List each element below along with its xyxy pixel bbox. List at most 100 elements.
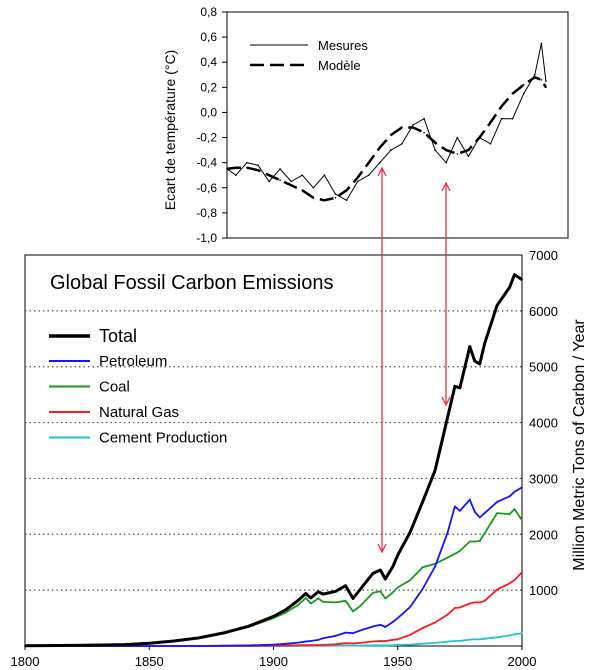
temperature-point <box>379 146 381 149</box>
emissions-y-tick-label: 1000 <box>529 583 558 598</box>
temperature-y-tick-label: -0,8 <box>196 206 217 220</box>
temperature-point <box>511 92 514 95</box>
emissions-point <box>513 633 516 636</box>
emissions-point <box>521 519 523 522</box>
emissions-point <box>454 505 456 508</box>
emissions-point <box>473 540 476 543</box>
temperature-point <box>545 86 547 89</box>
temperature-point <box>467 155 470 158</box>
arrow-1970s-head-up <box>441 181 451 192</box>
emissions-point <box>473 601 476 604</box>
temperature-y-tick-label: 0,2 <box>200 80 217 94</box>
emissions-point <box>483 532 486 535</box>
emissions-point <box>473 638 476 641</box>
emissions-point <box>446 640 449 643</box>
temperature-point <box>478 136 481 139</box>
temperature-y-tick-label: -0,4 <box>196 156 217 170</box>
emissions-point <box>379 623 382 626</box>
temperature-y-tick-label: 0,4 <box>200 55 217 69</box>
temperature-point <box>312 187 315 189</box>
emissions-point <box>478 363 481 365</box>
temperature-y-tick-label: 0,8 <box>200 5 217 19</box>
emissions-point <box>483 599 486 602</box>
temperature-point <box>534 74 536 76</box>
emissions-chart-title: Global Fossil Carbon Emissions <box>50 272 333 294</box>
temperature-point <box>334 197 337 199</box>
temperature-point <box>345 189 348 192</box>
emissions-point <box>508 582 511 585</box>
temperature-point <box>423 117 425 120</box>
emissions-point <box>372 625 374 628</box>
legend-label-cement-production: Cement Production <box>99 430 227 447</box>
temperature-point <box>401 143 403 145</box>
temperature-point <box>401 126 403 129</box>
emissions-point <box>478 540 481 542</box>
temperature-point <box>323 199 326 202</box>
emissions-point <box>513 273 516 276</box>
emissions-point <box>483 342 486 345</box>
emissions-x-tick-label: 1900 <box>259 654 288 669</box>
emissions-y-tick-label: 7000 <box>529 248 558 263</box>
emissions-point <box>521 486 523 489</box>
emissions-point <box>468 540 471 543</box>
emissions-point <box>396 617 399 619</box>
emissions-point <box>359 588 362 590</box>
emissions-point <box>483 512 486 514</box>
emissions-point <box>434 469 436 472</box>
emissions-point <box>304 597 307 599</box>
emissions-point <box>304 640 307 643</box>
emissions-point <box>384 644 387 647</box>
emissions-point <box>409 633 412 636</box>
emissions-x-tick-label: 1800 <box>11 654 40 669</box>
emissions-point <box>409 606 412 608</box>
emissions-point <box>459 640 461 642</box>
emissions-point <box>446 532 449 535</box>
emissions-point <box>309 640 312 642</box>
emissions-point <box>521 278 523 281</box>
temperature-point <box>445 149 448 151</box>
emissions-point <box>297 603 300 606</box>
emissions-point <box>459 606 461 609</box>
temperature-point <box>290 184 293 187</box>
emissions-x-tick-label: 1950 <box>383 654 412 669</box>
emissions-point <box>352 597 354 600</box>
emissions-point <box>24 644 26 647</box>
emissions-point <box>409 579 412 581</box>
emissions-point <box>409 643 412 646</box>
emissions-point <box>384 626 387 628</box>
temperature-point <box>489 121 492 124</box>
emissions-point <box>483 637 486 640</box>
emissions-point <box>473 360 476 362</box>
emissions-point <box>334 601 337 604</box>
temperature-y-tick-label: 0,6 <box>200 30 217 44</box>
emissions-point <box>352 642 354 645</box>
temperature-point <box>367 174 370 176</box>
emissions-point <box>272 615 275 618</box>
emissions-point <box>317 644 320 646</box>
emissions-point <box>421 566 424 569</box>
emissions-point <box>317 639 320 641</box>
temperature-point <box>257 164 259 166</box>
emissions-point <box>434 642 436 644</box>
emissions-x-axis: 1800 1850 1900 1950 2000 <box>11 646 536 669</box>
emissions-point <box>468 638 471 641</box>
temperature-y-axis-label: Ecart de température (°C) <box>162 50 178 210</box>
emissions-plot-frame <box>24 254 523 647</box>
emissions-series-total <box>24 273 523 648</box>
temperature-point <box>334 193 337 195</box>
emissions-point <box>513 490 516 493</box>
emissions-point <box>372 644 374 647</box>
emissions-point <box>285 608 287 611</box>
temperature-point <box>522 92 525 95</box>
temperature-point <box>268 180 270 183</box>
emissions-point <box>344 599 347 602</box>
temperature-point <box>301 189 304 192</box>
emissions-point <box>446 417 449 419</box>
temperature-point <box>511 117 514 120</box>
emissions-point <box>247 644 250 647</box>
emissions-point <box>123 643 126 646</box>
emissions-point <box>478 516 481 519</box>
correlation-arrows <box>377 166 451 554</box>
emissions-legend: Total Petroleum Coal Natural Gas Cement Prod… <box>49 326 227 447</box>
